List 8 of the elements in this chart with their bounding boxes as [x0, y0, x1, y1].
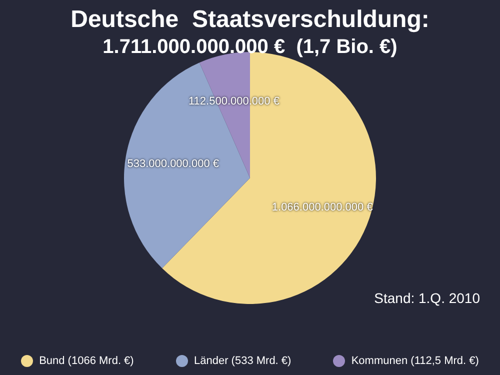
data-label: 1.066.000.000.000 €	[272, 201, 373, 214]
data-label: 533.000.000.000 €	[127, 158, 220, 170]
legend-label: Bund (1066 Mrd. €)	[39, 355, 134, 367]
chart-title: Deutsche Staatsverschuldung:	[70, 6, 430, 34]
text: Stand: 1.Q. 2010	[374, 290, 480, 306]
legend-label: Länder (533 Mrd. €)	[194, 355, 292, 367]
chart-subtitle: 1.711.000.000.000 € (1,7 Bio. €)	[102, 35, 398, 60]
legend-label: Kommunen (112,5 Mrd. €)	[351, 355, 479, 367]
